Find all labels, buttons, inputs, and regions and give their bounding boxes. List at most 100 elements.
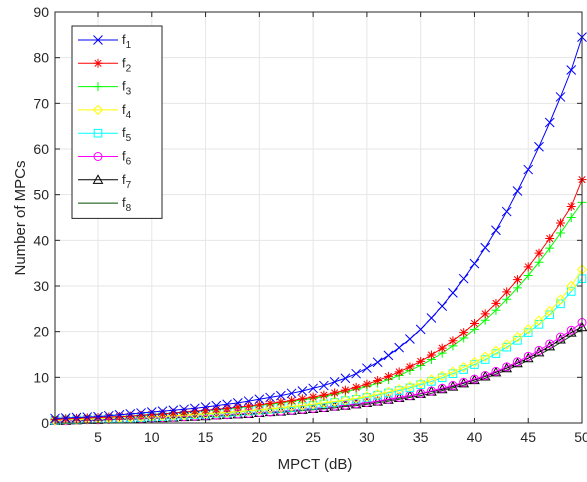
data-point bbox=[502, 362, 512, 372]
series-line bbox=[54, 328, 583, 422]
data-point bbox=[523, 351, 533, 361]
data-point bbox=[307, 399, 319, 410]
data-point bbox=[448, 381, 458, 391]
data-point bbox=[458, 362, 469, 373]
x-tick-label: 40 bbox=[467, 429, 483, 445]
data-point bbox=[415, 378, 426, 389]
data-point bbox=[459, 328, 469, 338]
data-point bbox=[179, 407, 189, 417]
data-point bbox=[319, 380, 329, 391]
x-tick-label: 30 bbox=[359, 429, 375, 445]
data-point bbox=[60, 413, 71, 423]
data-point bbox=[254, 400, 264, 410]
data-point bbox=[555, 332, 565, 342]
data-point bbox=[93, 35, 103, 45]
y-tick-label: 90 bbox=[33, 4, 49, 20]
data-point bbox=[93, 411, 103, 422]
data-point bbox=[394, 367, 404, 377]
series-1 bbox=[50, 32, 587, 424]
legend-label: f8 bbox=[122, 195, 132, 214]
data-point bbox=[459, 365, 468, 374]
series-layer bbox=[49, 32, 587, 426]
data-point bbox=[393, 383, 405, 395]
data-point bbox=[405, 362, 415, 372]
data-point bbox=[479, 351, 491, 362]
data-point bbox=[502, 287, 512, 297]
data-point bbox=[340, 373, 351, 384]
data-point bbox=[512, 186, 523, 196]
data-point bbox=[415, 324, 426, 335]
series-line bbox=[55, 326, 583, 422]
legend-label: f3 bbox=[122, 79, 132, 98]
data-point bbox=[426, 374, 437, 385]
y-tick-label: 50 bbox=[33, 187, 49, 203]
data-point bbox=[71, 412, 82, 423]
data-point bbox=[319, 390, 329, 400]
data-point bbox=[490, 345, 502, 357]
data-point bbox=[189, 403, 200, 414]
data-point bbox=[512, 275, 522, 285]
legend-item: f1 bbox=[78, 32, 132, 51]
legend-label: f7 bbox=[122, 172, 132, 191]
data-point bbox=[416, 388, 426, 398]
data-point bbox=[469, 357, 480, 368]
y-tick-label: 10 bbox=[33, 369, 49, 385]
data-point bbox=[136, 410, 146, 420]
y-tick-label: 20 bbox=[33, 324, 49, 340]
data-point bbox=[254, 394, 265, 405]
data-point bbox=[297, 386, 308, 396]
data-point bbox=[437, 343, 447, 353]
data-point bbox=[469, 318, 479, 328]
data-point bbox=[265, 398, 275, 408]
data-point bbox=[158, 409, 168, 419]
data-point bbox=[405, 334, 415, 344]
data-point bbox=[545, 339, 555, 349]
data-point bbox=[222, 399, 232, 410]
data-point bbox=[200, 402, 211, 412]
data-point bbox=[286, 401, 297, 412]
data-point bbox=[287, 396, 297, 406]
data-point bbox=[340, 385, 350, 395]
data-point bbox=[179, 404, 189, 415]
data-point bbox=[92, 174, 104, 184]
data-point bbox=[534, 141, 544, 152]
data-point bbox=[383, 371, 393, 381]
data-point bbox=[534, 257, 544, 267]
data-point bbox=[469, 258, 480, 269]
data-point bbox=[523, 270, 533, 280]
data-point bbox=[340, 400, 350, 410]
data-point bbox=[318, 397, 330, 409]
data-point bbox=[512, 357, 522, 367]
legend-item: f4 bbox=[78, 102, 132, 121]
data-point bbox=[351, 399, 361, 409]
data-point bbox=[544, 305, 555, 317]
legend-label: f4 bbox=[122, 102, 132, 121]
data-point bbox=[427, 377, 436, 386]
data-point bbox=[534, 345, 544, 355]
legend-box bbox=[71, 25, 163, 219]
data-point bbox=[211, 407, 222, 419]
data-point bbox=[480, 371, 490, 381]
data-point bbox=[566, 65, 577, 75]
data-point bbox=[308, 392, 318, 402]
axes: 5 10 15 20 25 30 35 40 45 50 0 10 20 30 40 50 60 70 80 90 bbox=[33, 4, 587, 445]
legend-label: f1 bbox=[122, 32, 132, 51]
y-tick-label: 70 bbox=[33, 95, 49, 111]
data-point bbox=[437, 383, 447, 393]
data-point bbox=[297, 394, 307, 404]
data-point bbox=[373, 396, 383, 406]
data-point bbox=[276, 390, 286, 401]
data-point bbox=[201, 405, 211, 415]
data-point bbox=[222, 403, 232, 413]
data-point bbox=[297, 400, 308, 411]
data-point bbox=[383, 394, 393, 404]
data-point bbox=[329, 396, 340, 407]
data-point bbox=[566, 325, 576, 335]
data-point bbox=[157, 406, 168, 416]
data-point bbox=[545, 243, 555, 253]
data-point bbox=[362, 397, 372, 407]
data-point bbox=[92, 104, 104, 116]
legend-item: f7 bbox=[78, 172, 132, 191]
legend-item: f8 bbox=[78, 195, 132, 214]
